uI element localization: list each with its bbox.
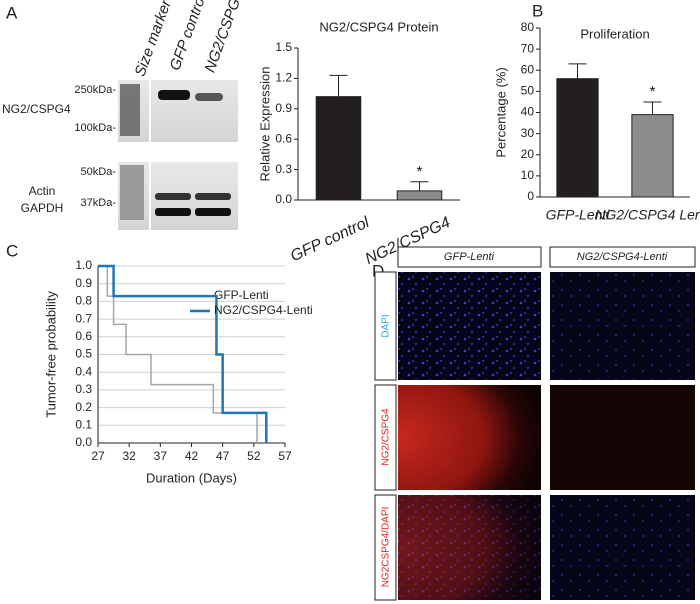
y-tick-label: 10 — [521, 168, 535, 182]
marker-label: 250kDa- — [74, 84, 116, 96]
x-tick-label: 47 — [216, 449, 230, 463]
x-tick-label: 27 — [91, 449, 105, 463]
y-axis-label: Relative Expression — [257, 67, 272, 182]
y-tick-label: 0.9 — [75, 276, 92, 290]
x-tick-label: 52 — [247, 449, 261, 463]
bar — [396, 190, 443, 201]
legend-label: NG2/CSPG4-Lenti — [214, 303, 313, 317]
y-tick-label: 0.6 — [75, 329, 92, 343]
y-axis-label: Percentage (%) — [493, 67, 508, 157]
micrograph — [550, 272, 695, 380]
y-tick-label: 0.1 — [75, 417, 92, 431]
y-tick-label: 0.8 — [75, 294, 92, 308]
annotation: * — [416, 164, 422, 181]
column-label: NG2/CSPG4-Lenti — [577, 251, 668, 263]
row-label: NG2/CSPG4 — [381, 408, 392, 466]
y-tick-label: 0.6 — [275, 131, 292, 145]
y-tick-label: 1.0 — [75, 258, 92, 272]
lane-label: NG2/CSPG4 — [202, 0, 247, 75]
western-blot — [118, 80, 238, 230]
y-tick-label: 80 — [521, 20, 535, 34]
y-tick-label: 0.4 — [75, 364, 92, 378]
x-tick-label: 37 — [154, 449, 168, 463]
micrograph — [550, 495, 695, 600]
band — [158, 90, 190, 100]
y-tick-label: 70 — [521, 41, 535, 55]
x-tick-label: GFP control — [288, 214, 372, 265]
y-tick-label: 1.5 — [275, 40, 292, 54]
x-tick-label: 32 — [122, 449, 136, 463]
chart-title: NG2/CSPG4 Protein — [319, 19, 438, 34]
band — [195, 208, 231, 216]
panel-label: B — [532, 1, 543, 20]
line — [98, 265, 258, 443]
marker-label: 37kDa- — [81, 197, 117, 209]
micrographs: GFP-Lenti NG2/CSPG4-Lenti DAPI NG2/CSPG4… — [374, 246, 696, 601]
marker-label: 50kDa- — [81, 166, 117, 178]
y-tick-label: 0.5 — [75, 347, 92, 361]
micrograph — [398, 385, 541, 490]
band — [195, 193, 231, 200]
x-tick-label: 42 — [185, 449, 199, 463]
row-header — [374, 271, 397, 381]
y-tick-label: 0.2 — [75, 400, 92, 414]
row-label: DAPI — [381, 314, 392, 337]
row-label: Actin — [29, 184, 56, 198]
panel-label: A — [6, 3, 18, 22]
column-header — [397, 246, 542, 268]
band — [195, 93, 223, 101]
column-label: GFP-Lenti — [444, 251, 495, 263]
micrograph — [398, 272, 541, 380]
y-tick-label: 0.0 — [75, 435, 92, 449]
row-header — [374, 384, 397, 491]
marker-band — [120, 84, 140, 136]
band — [155, 193, 191, 200]
y-axis-label: Tumor-free probability — [43, 291, 58, 418]
y-tick-label: 0.9 — [275, 101, 292, 115]
micrograph — [550, 385, 695, 490]
x-tick-label: 57 — [278, 449, 292, 463]
band — [155, 208, 191, 216]
y-tick-label: 30 — [521, 126, 535, 140]
row-label: GAPDH — [21, 201, 64, 215]
y-tick-label: 40 — [521, 105, 535, 119]
y-tick-label: 1.2 — [275, 71, 292, 85]
panel-label: C — [6, 241, 18, 260]
y-tick-label: 0.3 — [75, 382, 92, 396]
row-header — [374, 494, 397, 601]
legend-label: GFP-Lenti — [214, 288, 269, 302]
row-label: NG2CSPG4/DAPI — [381, 507, 392, 588]
y-tick-label: 0.0 — [275, 192, 292, 206]
y-tick-label: 20 — [521, 147, 535, 161]
y-tick-label: 50 — [521, 84, 535, 98]
line — [98, 264, 268, 443]
column-header — [549, 246, 696, 268]
annotation: * — [649, 84, 655, 101]
marker-band — [120, 165, 144, 220]
y-tick-label: 0.3 — [275, 162, 292, 176]
y-tick-label: 0 — [527, 189, 534, 203]
x-tick-label: NG2/CSPG4 Lenti — [595, 207, 700, 223]
x-tick-label: GFP-Lenti — [546, 207, 611, 223]
micrograph-overlay — [398, 495, 541, 600]
row-label: NG2/CSPG4 — [2, 102, 71, 116]
y-tick-label: 60 — [521, 62, 535, 76]
bar — [631, 114, 674, 198]
bar — [556, 78, 599, 198]
bar — [315, 96, 362, 201]
y-tick-label: 0.7 — [75, 311, 92, 325]
marker-label: 100kDa- — [74, 122, 116, 134]
x-axis-label: Duration (Days) — [146, 470, 237, 485]
chart-title: Proliferation — [580, 26, 649, 41]
